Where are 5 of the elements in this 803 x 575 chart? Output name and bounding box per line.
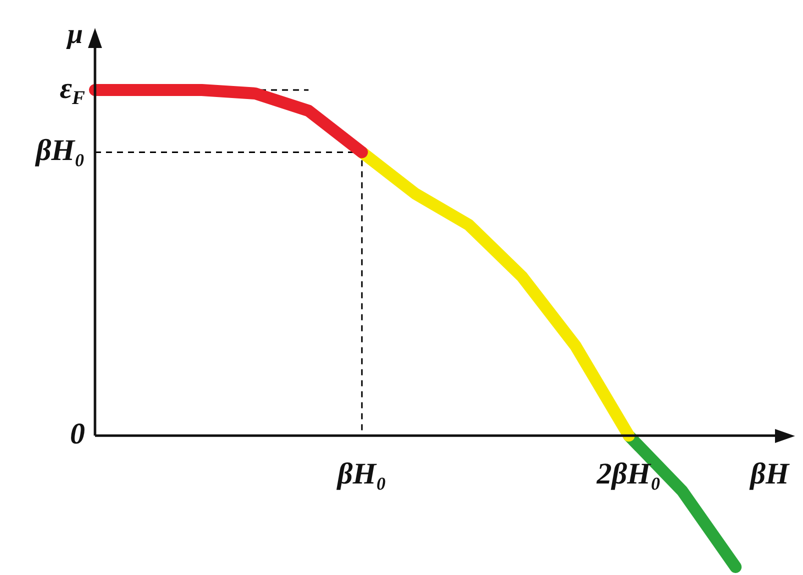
- y-axis-title: μ: [65, 19, 84, 50]
- x-tick-label: 2βH₀: [596, 457, 661, 490]
- ref-line-label: βH₀: [34, 134, 86, 167]
- x-axis-title: βH: [749, 457, 791, 490]
- text: 0: [70, 417, 85, 450]
